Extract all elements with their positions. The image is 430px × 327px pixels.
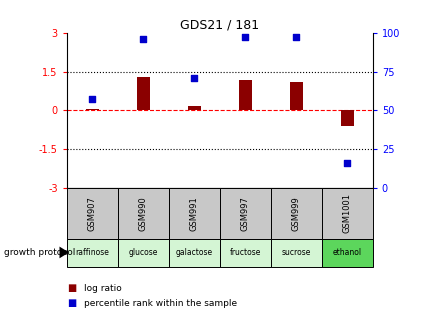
Point: [292, 35, 299, 40]
Bar: [238, 80, 251, 111]
Bar: [86, 109, 98, 111]
Bar: [289, 82, 302, 111]
Bar: [67, 188, 117, 239]
Bar: [67, 239, 117, 267]
Point: [190, 75, 197, 80]
Bar: [137, 77, 149, 111]
Bar: [169, 188, 219, 239]
Text: glucose: glucose: [128, 248, 158, 257]
Text: log ratio: log ratio: [84, 284, 122, 293]
Bar: [321, 239, 372, 267]
Point: [343, 161, 350, 166]
Point: [139, 36, 146, 42]
Text: GSM991: GSM991: [189, 196, 198, 231]
Bar: [219, 239, 270, 267]
Text: GSM907: GSM907: [88, 196, 97, 231]
Bar: [321, 188, 372, 239]
Text: GSM999: GSM999: [291, 196, 300, 231]
Bar: [270, 188, 321, 239]
Bar: [117, 188, 169, 239]
Bar: [270, 239, 321, 267]
Text: growth protocol: growth protocol: [4, 248, 76, 257]
Text: ethanol: ethanol: [332, 248, 361, 257]
Bar: [187, 106, 200, 111]
Text: ■: ■: [67, 299, 76, 308]
Text: fructose: fructose: [229, 248, 261, 257]
Bar: [219, 188, 270, 239]
Text: GSM990: GSM990: [138, 196, 147, 231]
Text: percentile rank within the sample: percentile rank within the sample: [84, 299, 236, 308]
Text: sucrose: sucrose: [281, 248, 310, 257]
Point: [89, 97, 95, 102]
Text: GSM997: GSM997: [240, 196, 249, 231]
Text: GSM1001: GSM1001: [342, 193, 351, 233]
Text: ■: ■: [67, 284, 76, 293]
Bar: [169, 239, 219, 267]
Text: galactose: galactose: [175, 248, 212, 257]
Bar: [117, 239, 169, 267]
Point: [241, 35, 248, 40]
Bar: [340, 111, 353, 127]
Text: raffinose: raffinose: [75, 248, 109, 257]
Title: GDS21 / 181: GDS21 / 181: [180, 19, 259, 31]
